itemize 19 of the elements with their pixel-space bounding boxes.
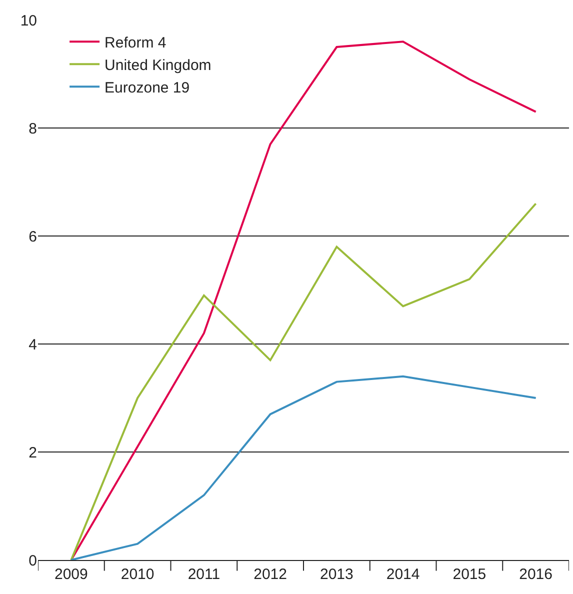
- y-tick-label: 8: [28, 120, 37, 138]
- y-tick-label: 6: [28, 228, 37, 246]
- x-tick-label: 2014: [386, 566, 420, 583]
- x-tick-label: 2010: [120, 566, 154, 583]
- y-tick-label: 4: [28, 336, 37, 354]
- x-tick-label: 2013: [320, 566, 354, 583]
- y-tick-label: 10: [20, 12, 37, 30]
- x-tick-label: 2016: [519, 566, 552, 583]
- x-tick-label: 2011: [188, 566, 220, 583]
- legend-label: Eurozone 19: [104, 80, 190, 96]
- x-tick-label: 2009: [54, 566, 88, 583]
- legend-label: Reform 4: [104, 34, 166, 52]
- x-tick-label: 2012: [254, 566, 287, 583]
- x-tick-label: 2015: [452, 566, 486, 583]
- line-series: [70, 202, 537, 560]
- y-tick-label: 2: [28, 444, 37, 462]
- y-tick-label: 0: [28, 552, 37, 570]
- legend-label: United Kingdom: [104, 57, 212, 74]
- line-series: [70, 375, 537, 560]
